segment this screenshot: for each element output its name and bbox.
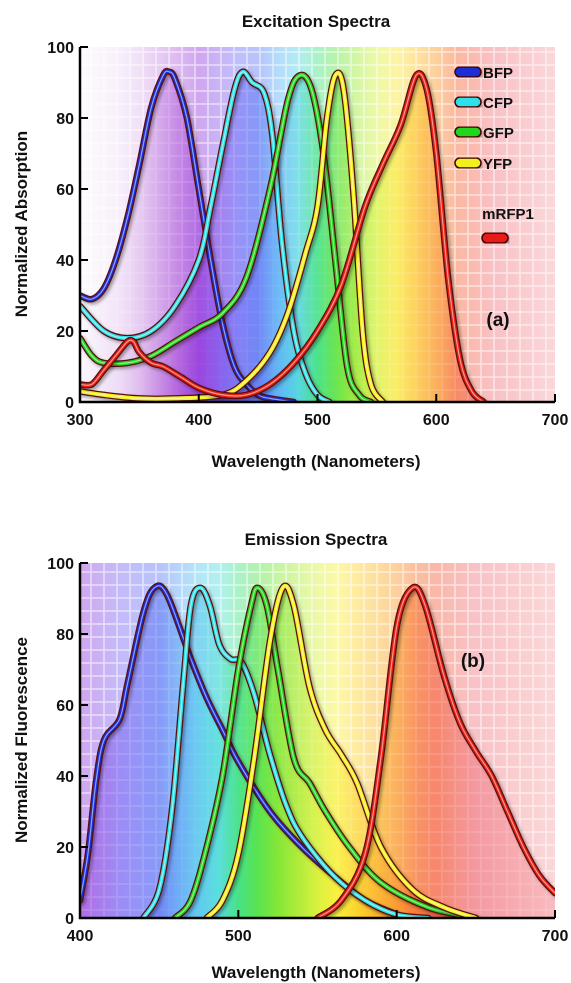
- panel-label: (a): [486, 310, 509, 331]
- emission-chart: Emission Spectra 400 500 600 700 0 20 40 60 80 10…: [12, 530, 568, 982]
- series-group: [80, 67, 488, 402]
- x-tick-label: 700: [542, 412, 569, 429]
- legend-label-cfp: CFP: [483, 95, 513, 112]
- legend-swatch-cfp: [454, 96, 482, 108]
- x-axis-title: Wavelength (Nanometers): [211, 452, 420, 471]
- y-tick-label: 40: [56, 253, 74, 270]
- x-tick-label: 600: [423, 412, 450, 429]
- chart-title: Emission Spectra: [245, 530, 388, 549]
- excitation-chart: Excitation Spectra 300 400 500 600 700 0 20 40 6…: [12, 12, 568, 471]
- series-line-highlight-cfp: [142, 587, 429, 918]
- y-tick-label: 80: [56, 627, 74, 644]
- series-line-highlight-yfp: [80, 72, 384, 402]
- legend-label-mrfp1: mRFP1: [482, 206, 534, 223]
- series-area-bfp: [80, 71, 294, 402]
- axes: 400 500 600 700 0 20 40 60 80 100: [47, 556, 568, 945]
- legend-swatch-yfp: [454, 157, 482, 169]
- legend: BFP CFP GFP YFP mRFP1: [454, 65, 534, 244]
- chart-title: Excitation Spectra: [242, 12, 391, 31]
- series-line-highlight-mrfp1: [317, 586, 555, 918]
- series-area-bfp: [80, 585, 397, 918]
- series-area-mrfp1: [80, 73, 484, 402]
- series-line-highlight-bfp: [80, 585, 397, 916]
- x-tick-label: 400: [185, 412, 212, 429]
- legend-swatch-bfp: [454, 66, 482, 78]
- legend-label-gfp: GFP: [483, 125, 514, 142]
- series-line-highlight-yfp: [206, 585, 476, 918]
- y-tick-label: 60: [56, 698, 74, 715]
- legend-label-bfp: BFP: [483, 65, 513, 82]
- panel-label: (b): [461, 651, 485, 672]
- x-tick-label: 400: [67, 928, 94, 945]
- series-line-highlight-cfp: [80, 71, 330, 402]
- series-line-highlight-gfp: [80, 74, 372, 402]
- series-line-highlight-mrfp1: [80, 72, 485, 402]
- series-area-yfp: [80, 72, 383, 402]
- y-tick-label: 20: [56, 324, 74, 341]
- y-tick-label: 100: [47, 556, 74, 573]
- y-axis-title: Normalized Absorption: [12, 131, 31, 317]
- x-tick-label: 300: [67, 412, 94, 429]
- y-axis-title: Normalized Fluorescence: [12, 637, 31, 843]
- series-area-yfp: [206, 585, 476, 918]
- x-tick-label: 500: [304, 412, 331, 429]
- axes: 300 400 500 600 700 0 20 40 60 80 100: [47, 40, 568, 429]
- x-tick-label: 500: [225, 928, 252, 945]
- y-tick-label: 80: [56, 111, 74, 128]
- x-axis-title: Wavelength (Nanometers): [211, 963, 420, 982]
- x-tick-label: 600: [383, 928, 410, 945]
- legend-label-yfp: YFP: [483, 156, 512, 173]
- y-tick-label: 20: [56, 840, 74, 857]
- y-tick-label: 60: [56, 182, 74, 199]
- y-tick-label: 100: [47, 40, 74, 57]
- series-group: [80, 582, 555, 918]
- x-tick-label: 700: [542, 928, 569, 945]
- legend-swatch-mrfp1: [481, 232, 509, 244]
- y-tick-label: 40: [56, 769, 74, 786]
- y-tick-label: 0: [65, 395, 74, 412]
- y-tick-label: 0: [65, 911, 74, 928]
- legend-swatch-gfp: [454, 126, 482, 138]
